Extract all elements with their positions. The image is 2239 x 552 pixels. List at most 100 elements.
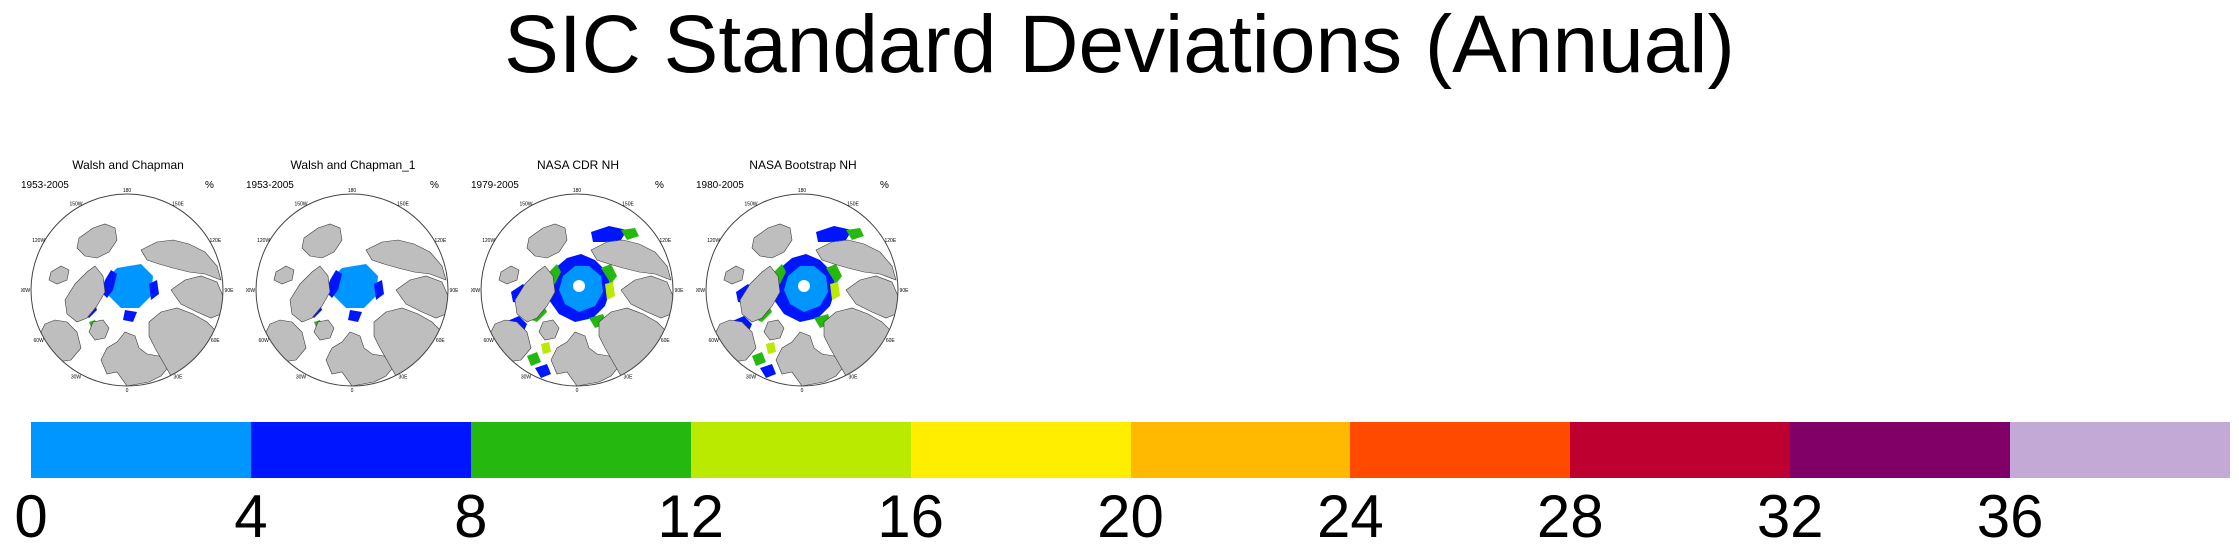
colorbar-tick-label: 0 (14, 483, 48, 550)
sic-stddev-region (766, 342, 776, 354)
land-mass (550, 331, 622, 386)
colorbar-swatch (690, 422, 912, 478)
sic-stddev-region (332, 264, 378, 308)
land-mass (325, 331, 397, 386)
panel-title: NASA Bootstrap NH (749, 158, 857, 172)
colorbar-tick-label: 36 (1976, 483, 2044, 550)
panel-unit: % (880, 180, 889, 191)
sic-stddev-region (826, 264, 842, 284)
longitude-label: 30W (746, 375, 757, 381)
land-mass (365, 239, 447, 281)
colorbar-tick-label: 32 (1756, 483, 1824, 550)
map-panel-walsh-chapman: Walsh and Chapman 1953-2005 % 180 150W 150… (21, 158, 235, 392)
longitude-label: 180 (798, 188, 807, 194)
land-mass (88, 319, 110, 341)
map-content (256, 194, 448, 386)
land-mass (739, 265, 781, 323)
panel-years: 1980-2005 (696, 180, 744, 191)
colorbar-swatch (31, 422, 252, 478)
colorbar-swatch (470, 422, 692, 478)
longitude-label: 30W (521, 375, 532, 381)
longitude-label: 150W (519, 201, 532, 207)
polar-map: 180 150W 150E 120W 120E 90W 90E 60W 60E 30W 30E 0 (471, 188, 685, 392)
sic-stddev-region (123, 310, 137, 322)
land-mass (289, 265, 331, 323)
land-mass (140, 239, 222, 281)
colorbar-tick-label: 8 (454, 483, 488, 550)
colorbar-swatch (1570, 422, 1791, 478)
land-mass (590, 239, 672, 281)
longitude-label: 60E (436, 338, 446, 344)
longitude-label: 30E (849, 375, 859, 381)
longitude-label: 0 (576, 388, 579, 392)
land-mass (76, 223, 118, 259)
sic-stddev-region (846, 228, 864, 240)
sic-stddev-region (348, 310, 362, 322)
sic-stddev-region (374, 280, 384, 300)
land-mass (538, 319, 560, 341)
colorbar-swatch (910, 422, 1131, 478)
map-boundary (30, 193, 224, 387)
sic-stddev-region (149, 280, 159, 300)
longitude-label: 60E (661, 338, 671, 344)
longitude-label: 30E (399, 375, 409, 381)
colorbar-tick-label: 28 (1536, 483, 1604, 550)
longitude-label: 150W (69, 201, 82, 207)
longitude-label: 90W (21, 288, 30, 294)
polar-map: 180 150W 150E 120W 120E 90W 90E 60W 60E 30W 30E 0 (246, 188, 459, 392)
colorbar-tick-label: 16 (877, 483, 944, 550)
sic-stddev-region (591, 226, 627, 242)
land-mass (526, 223, 568, 259)
land-mass (763, 319, 785, 341)
panel-title: Walsh and Chapman_1 (290, 158, 416, 172)
longitude-label: 90E (675, 288, 685, 294)
longitude-label: 0 (351, 388, 354, 392)
longitude-label: 180 (348, 188, 357, 194)
longitude-label: 120E (209, 238, 221, 244)
sic-stddev-region (527, 352, 541, 366)
longitude-label: 60E (886, 338, 896, 344)
longitude-label: 60W (709, 338, 720, 344)
sic-stddev-region (107, 264, 153, 308)
panel-years: 1979-2005 (471, 180, 519, 191)
land-mass (775, 331, 847, 386)
polar-map: 180 150W 150E 120W 120E 90W 90E 60W 60E 30W 30E 0 (21, 188, 234, 392)
figure-title: SIC Standard Deviations (Annual) (504, 0, 1735, 90)
longitude-label: 120W (257, 238, 270, 244)
land-mass (273, 265, 295, 285)
map-content (706, 194, 898, 386)
longitude-label: 90W (471, 288, 480, 294)
map-content (481, 194, 673, 386)
land-mass (514, 265, 556, 323)
colorbar-tick-label: 20 (1097, 483, 1164, 550)
panel-unit: % (430, 180, 439, 191)
longitude-label: 150E (622, 201, 634, 207)
longitude-label: 90E (900, 288, 910, 294)
sic-stddev-region (621, 228, 639, 240)
colorbar-swatch (2010, 422, 2231, 478)
longitude-label: 120E (659, 238, 671, 244)
land-mass (48, 265, 70, 285)
pole-hole (573, 280, 585, 292)
polar-map: 180 150W 150E 120W 120E 90W 90E 60W 60E 30W 30E 0 (696, 188, 910, 392)
colorbar-swatch (1790, 422, 2011, 478)
map-panel-walsh-chapman-1: Walsh and Chapman_1 1953-2005 % 180 150W 1… (246, 158, 460, 392)
longitude-label: 120W (707, 238, 720, 244)
map-panel-nasa-bootstrap: NASA Bootstrap NH 1980-2005 % 180 150W 150… (696, 158, 910, 392)
land-mass (815, 239, 897, 281)
longitude-label: 120E (884, 238, 896, 244)
longitude-label: 180 (123, 188, 132, 194)
colorbar-tick-label: 24 (1317, 483, 1384, 550)
colorbar (31, 422, 2231, 478)
panel-years: 1953-2005 (246, 180, 294, 191)
sic-stddev-region (760, 364, 776, 378)
longitude-label: 30E (624, 375, 634, 381)
longitude-label: 150E (172, 201, 184, 207)
longitude-label: 60W (259, 338, 270, 344)
longitude-label: 30W (296, 375, 307, 381)
sic-stddev-region (816, 226, 852, 242)
longitude-label: 90W (246, 288, 255, 294)
colorbar-tick-label: 12 (657, 483, 725, 550)
panel-title: Walsh and Chapman (72, 158, 184, 172)
colorbar-swatch (1130, 422, 1351, 478)
